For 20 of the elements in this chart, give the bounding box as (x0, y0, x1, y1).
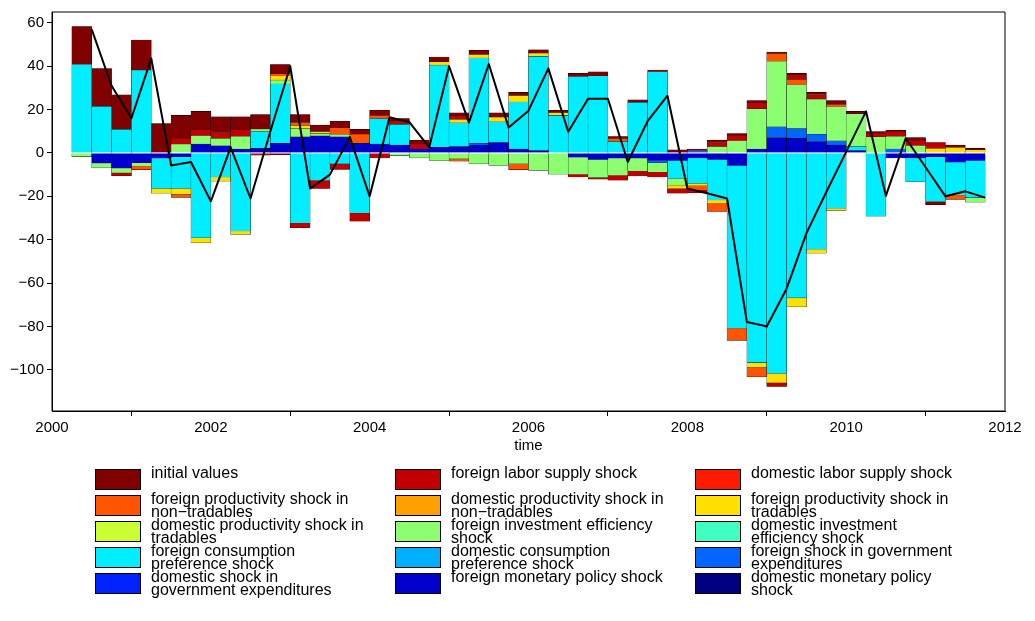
x-tick-label: 2004 (352, 418, 387, 436)
x-tick-label: 2012 (988, 418, 1022, 436)
x-tick-label: 2010 (829, 418, 863, 436)
x-tick-label: 2008 (670, 418, 705, 436)
y-tick-label: −20 (18, 186, 44, 204)
y-tick-label: 40 (27, 56, 44, 74)
legend-label: domestic labor supply shock (751, 464, 953, 481)
x-axis-title: time (514, 436, 543, 454)
y-tick-label: −80 (18, 316, 44, 334)
y-tick-label: 20 (27, 99, 44, 117)
y-tick-label: 0 (35, 143, 44, 161)
y-tick-label: −100 (10, 359, 44, 377)
x-tick-label: 2006 (511, 418, 546, 436)
y-tick-label: −60 (18, 273, 44, 291)
x-tick-label: 2002 (194, 418, 228, 436)
y-tick-label: 60 (27, 12, 44, 30)
legend-label: foreign labor supply shock (451, 464, 638, 481)
legend-label: initial values (151, 464, 240, 481)
x-tick-label: 2000 (35, 418, 69, 436)
y-tick-label: −40 (18, 229, 44, 247)
